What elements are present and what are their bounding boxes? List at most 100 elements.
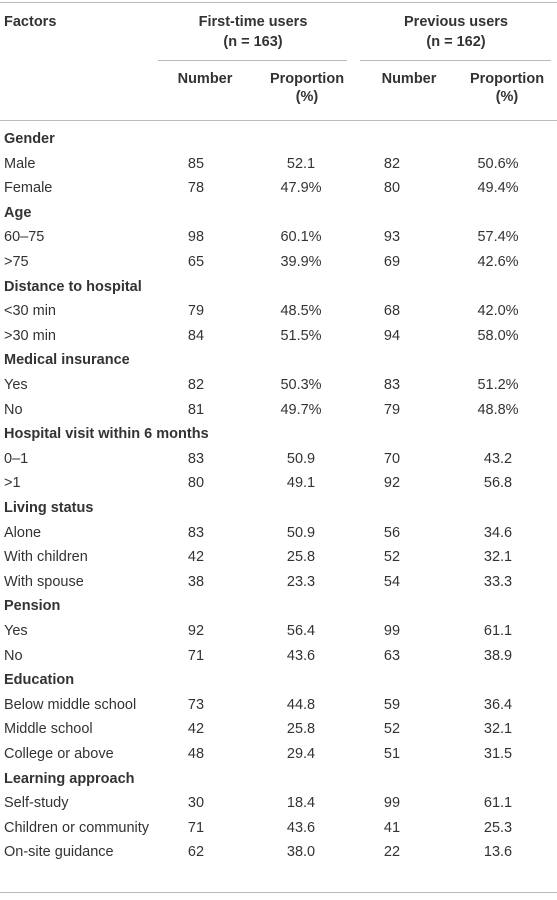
- section-label: Education: [4, 672, 75, 689]
- cell: 29.4: [286, 746, 316, 762]
- cell: 51.2%: [477, 377, 519, 393]
- cell: 99: [383, 795, 401, 812]
- cell: 80: [187, 475, 205, 492]
- cell: 48.5%: [280, 303, 322, 320]
- cell: 49.7%: [280, 401, 322, 418]
- cell: 54: [383, 573, 401, 590]
- group-header: Previous users: [404, 14, 508, 30]
- cell: 31.5: [483, 746, 513, 762]
- rule: [0, 120, 557, 121]
- cell: 94: [383, 327, 401, 344]
- cell: 52.1: [286, 155, 316, 172]
- cell: 93: [383, 229, 401, 246]
- cell: 32.1: [483, 721, 513, 738]
- cell: 83: [187, 450, 205, 467]
- cell: 36.4: [483, 696, 513, 713]
- section-label: Gender: [4, 131, 55, 147]
- cell: 81: [187, 401, 205, 418]
- cell: 84: [187, 327, 205, 344]
- section-label: Medical insurance: [4, 352, 130, 369]
- cell: 13.6: [483, 844, 513, 861]
- row-label: College or above: [4, 746, 114, 762]
- cell: 62: [187, 844, 205, 861]
- rule: [0, 892, 557, 893]
- cell: 48: [187, 746, 205, 762]
- row-label: Female: [4, 180, 53, 197]
- cell: 70: [383, 450, 401, 467]
- cell: 71: [187, 647, 205, 664]
- cell: 42.0%: [477, 303, 519, 320]
- cell: 23.3: [286, 573, 316, 590]
- section-label: Learning approach: [4, 770, 135, 787]
- cell: 49.4%: [477, 180, 519, 197]
- cell: 33.3: [483, 573, 513, 590]
- row-label: Yes: [4, 377, 28, 393]
- cell: 83: [383, 377, 401, 393]
- row-label: Self-study: [4, 795, 69, 812]
- cell: 32.1: [483, 549, 513, 566]
- row-label: >30 min: [4, 327, 56, 344]
- row-label: <30 min: [4, 303, 56, 320]
- cell: 42: [187, 549, 205, 566]
- row-label: 60–75: [4, 229, 45, 246]
- cell: 30: [187, 795, 205, 812]
- cell: 52: [383, 549, 401, 566]
- cell: 80: [383, 180, 401, 197]
- cell: 73: [187, 696, 205, 713]
- cell: 92: [187, 623, 205, 639]
- cell: 38: [187, 573, 205, 590]
- cell: 38.9: [483, 647, 513, 664]
- cell: 50.9: [286, 524, 316, 541]
- column-header: Number: [177, 71, 233, 87]
- cell: 98: [187, 229, 205, 246]
- section-label: Living status: [4, 500, 94, 516]
- cell: 50.6%: [477, 155, 519, 172]
- cell: 57.4%: [477, 229, 519, 246]
- column-header: Proportion (%): [269, 71, 345, 105]
- cell: 51.5%: [280, 327, 322, 344]
- cell: 50.3%: [280, 377, 322, 393]
- header-factors: Factors: [4, 14, 57, 30]
- cell: 43.2: [483, 450, 513, 467]
- cell: 99: [383, 623, 401, 639]
- cell: 58.0%: [477, 327, 519, 344]
- cell: 83: [187, 524, 205, 541]
- cell: 43.6: [286, 819, 316, 836]
- row-label: >75: [4, 254, 29, 270]
- cell: 60.1%: [280, 229, 322, 246]
- row-label: With children: [4, 549, 88, 566]
- cell: 25.3: [483, 819, 513, 836]
- cell: 47.9%: [280, 180, 322, 197]
- row-label: Middle school: [4, 721, 93, 738]
- rule: [360, 60, 551, 61]
- rule: [0, 2, 557, 3]
- row-label: No: [4, 401, 23, 418]
- cell: 39.9%: [280, 254, 322, 270]
- cell: 43.6: [286, 647, 316, 664]
- row-label: Children or community: [4, 819, 150, 836]
- cell: 44.8: [286, 696, 316, 713]
- row-label: 0–1: [4, 450, 29, 467]
- section-label: Pension: [4, 598, 61, 615]
- cell: 50.9: [286, 450, 316, 467]
- cell: 41: [383, 819, 401, 836]
- group-size: (n = 163): [223, 34, 283, 50]
- row-label: On-site guidance: [4, 844, 114, 861]
- cell: 56.8: [483, 475, 513, 492]
- cell: 79: [187, 303, 205, 320]
- cell: 61.1: [483, 795, 513, 812]
- cell: 22: [383, 844, 401, 861]
- cell: 68: [383, 303, 401, 320]
- column-header: Proportion (%): [469, 71, 545, 105]
- row-label: Alone: [4, 524, 42, 541]
- cell: 38.0: [286, 844, 316, 861]
- cell: 51: [383, 746, 401, 762]
- cell: 56: [383, 524, 401, 541]
- cell: 25.8: [286, 721, 316, 738]
- cell: 42.6%: [477, 254, 519, 270]
- cell: 52: [383, 721, 401, 738]
- section-label: Hospital visit within 6 months: [4, 426, 209, 443]
- cell: 18.4: [286, 795, 316, 812]
- cell: 92: [383, 475, 401, 492]
